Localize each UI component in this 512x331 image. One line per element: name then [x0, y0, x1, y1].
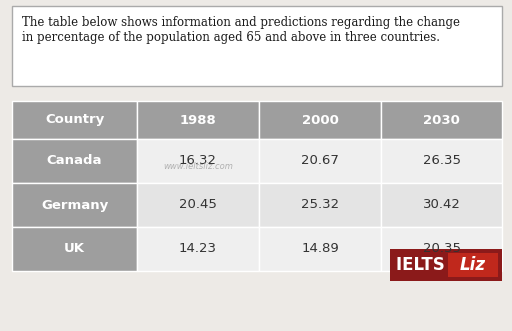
- Text: IELTS: IELTS: [396, 256, 450, 274]
- Bar: [137, 227, 259, 271]
- Text: 14.23: 14.23: [179, 243, 217, 256]
- Bar: [259, 101, 381, 139]
- Text: 2000: 2000: [302, 114, 338, 126]
- Text: 20.67: 20.67: [301, 155, 339, 167]
- Text: 20.35: 20.35: [422, 243, 460, 256]
- Text: Canada: Canada: [47, 155, 102, 167]
- Bar: [12, 227, 137, 271]
- Text: Country: Country: [45, 114, 104, 126]
- Bar: [381, 139, 502, 183]
- Bar: [137, 101, 259, 139]
- Bar: [259, 227, 381, 271]
- Bar: [137, 183, 259, 227]
- Bar: [137, 139, 259, 183]
- Bar: [448, 253, 498, 277]
- Text: Liz: Liz: [460, 256, 486, 274]
- Text: 26.35: 26.35: [422, 155, 460, 167]
- Bar: [381, 227, 502, 271]
- Bar: [381, 101, 502, 139]
- Text: 30.42: 30.42: [422, 199, 460, 212]
- FancyBboxPatch shape: [12, 6, 502, 86]
- Text: The table below shows information and predictions regarding the change
in percen: The table below shows information and pr…: [22, 16, 460, 44]
- Text: UK: UK: [64, 243, 85, 256]
- Text: 16.32: 16.32: [179, 155, 217, 167]
- Text: Germany: Germany: [41, 199, 108, 212]
- Bar: [12, 101, 137, 139]
- Text: 1988: 1988: [180, 114, 217, 126]
- Bar: [12, 139, 137, 183]
- Text: 14.89: 14.89: [301, 243, 339, 256]
- Text: 2030: 2030: [423, 114, 460, 126]
- Bar: [381, 183, 502, 227]
- Bar: [390, 249, 502, 281]
- Text: 20.45: 20.45: [179, 199, 217, 212]
- Bar: [259, 183, 381, 227]
- Bar: [12, 183, 137, 227]
- Text: www.ieltsliz.com: www.ieltsliz.com: [163, 162, 233, 171]
- Bar: [259, 139, 381, 183]
- Text: 25.32: 25.32: [301, 199, 339, 212]
